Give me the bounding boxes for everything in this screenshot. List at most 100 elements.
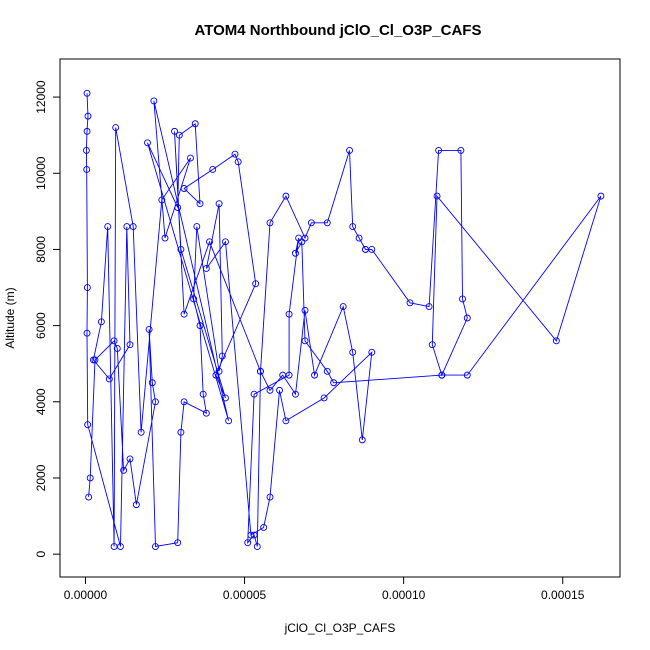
data-point	[320, 394, 328, 402]
data-point	[83, 127, 91, 135]
data-point	[428, 341, 436, 349]
data-point	[597, 192, 605, 200]
data-point	[193, 223, 201, 231]
data-point	[266, 493, 274, 501]
data-point	[177, 245, 185, 253]
data-point	[276, 386, 283, 394]
x-axis-label: jClO_Cl_O3P_CAFS	[284, 621, 396, 635]
data-point	[137, 428, 145, 436]
chart-title: ATOM4 Northbound jClO_Cl_O3P_CAFS	[195, 22, 482, 39]
data-point	[112, 124, 120, 132]
data-point	[177, 428, 185, 436]
data-point	[323, 367, 331, 375]
data-point	[91, 356, 99, 364]
data-point	[83, 284, 91, 291]
data-point	[190, 295, 198, 303]
data-point	[82, 146, 90, 154]
data-point	[459, 295, 466, 303]
data-point	[158, 196, 166, 204]
x-tick-label: 0.00015	[541, 588, 585, 602]
data-point	[180, 398, 188, 406]
data-point	[368, 348, 376, 356]
data-point	[145, 325, 153, 333]
data-point	[279, 371, 287, 379]
data-point	[148, 379, 156, 387]
data-point	[152, 398, 159, 406]
data-point	[202, 409, 210, 417]
data-point	[85, 493, 93, 501]
data-point	[358, 436, 366, 444]
y-tick-label: 0	[34, 550, 48, 557]
data-point	[250, 531, 258, 539]
data-point	[120, 466, 128, 474]
data-point	[368, 245, 376, 253]
data-point	[174, 204, 182, 211]
data-point	[266, 386, 274, 394]
data-point	[339, 303, 347, 311]
data-point	[209, 166, 217, 173]
data-point	[301, 337, 309, 345]
data-point	[129, 223, 137, 231]
y-axis: 0 2000 4000 6000 8000 10000 12000	[34, 80, 60, 557]
data-point	[234, 158, 242, 166]
data-point	[438, 371, 446, 379]
y-tick-label: 12000	[34, 80, 48, 114]
data-point	[206, 238, 213, 246]
data-point	[202, 265, 210, 272]
data-point	[152, 543, 159, 550]
data-point	[463, 314, 471, 322]
data-point	[225, 417, 233, 425]
y-tick-label: 6000	[34, 312, 48, 339]
data-point	[435, 146, 443, 154]
data-point	[218, 352, 226, 360]
data-point	[150, 97, 158, 105]
data-point	[349, 348, 357, 356]
data-point	[110, 337, 118, 345]
data-point	[282, 417, 290, 425]
data-point	[247, 531, 255, 539]
data-point	[252, 280, 260, 288]
data-point	[84, 421, 92, 429]
data-point	[355, 234, 363, 242]
data-point	[86, 474, 94, 482]
data-point	[330, 379, 338, 387]
data-point	[215, 367, 223, 375]
data-point	[83, 329, 91, 337]
data-point	[105, 375, 113, 383]
data-point	[260, 524, 268, 531]
data-point	[292, 390, 299, 398]
data-point	[180, 310, 188, 318]
data-point	[425, 303, 433, 311]
data-point	[295, 234, 303, 242]
data-point	[191, 120, 199, 128]
y-tick-label: 4000	[34, 388, 48, 415]
data-point	[311, 371, 318, 379]
data-point	[222, 394, 229, 402]
series-layer	[82, 89, 605, 550]
data-point	[97, 318, 105, 326]
data-point	[457, 146, 465, 154]
data-point	[174, 539, 182, 547]
y-tick-label: 8000	[34, 236, 48, 263]
data-point	[301, 306, 309, 314]
data-point	[171, 127, 178, 135]
data-point	[180, 185, 188, 192]
data-point	[282, 192, 290, 200]
data-point	[244, 539, 252, 547]
data-point	[285, 310, 293, 318]
data-point	[406, 299, 414, 307]
y-axis-label: Altitude (m)	[3, 287, 17, 348]
data-point	[323, 219, 331, 227]
data-point	[215, 200, 223, 208]
x-tick-label: 0.00005	[223, 588, 267, 602]
data-point	[253, 543, 261, 550]
data-point	[84, 112, 92, 120]
series-line	[85, 93, 602, 548]
data-point	[231, 150, 239, 158]
data-point	[83, 89, 91, 97]
data-point	[250, 390, 258, 398]
data-point	[552, 337, 560, 345]
data-point	[104, 223, 112, 231]
